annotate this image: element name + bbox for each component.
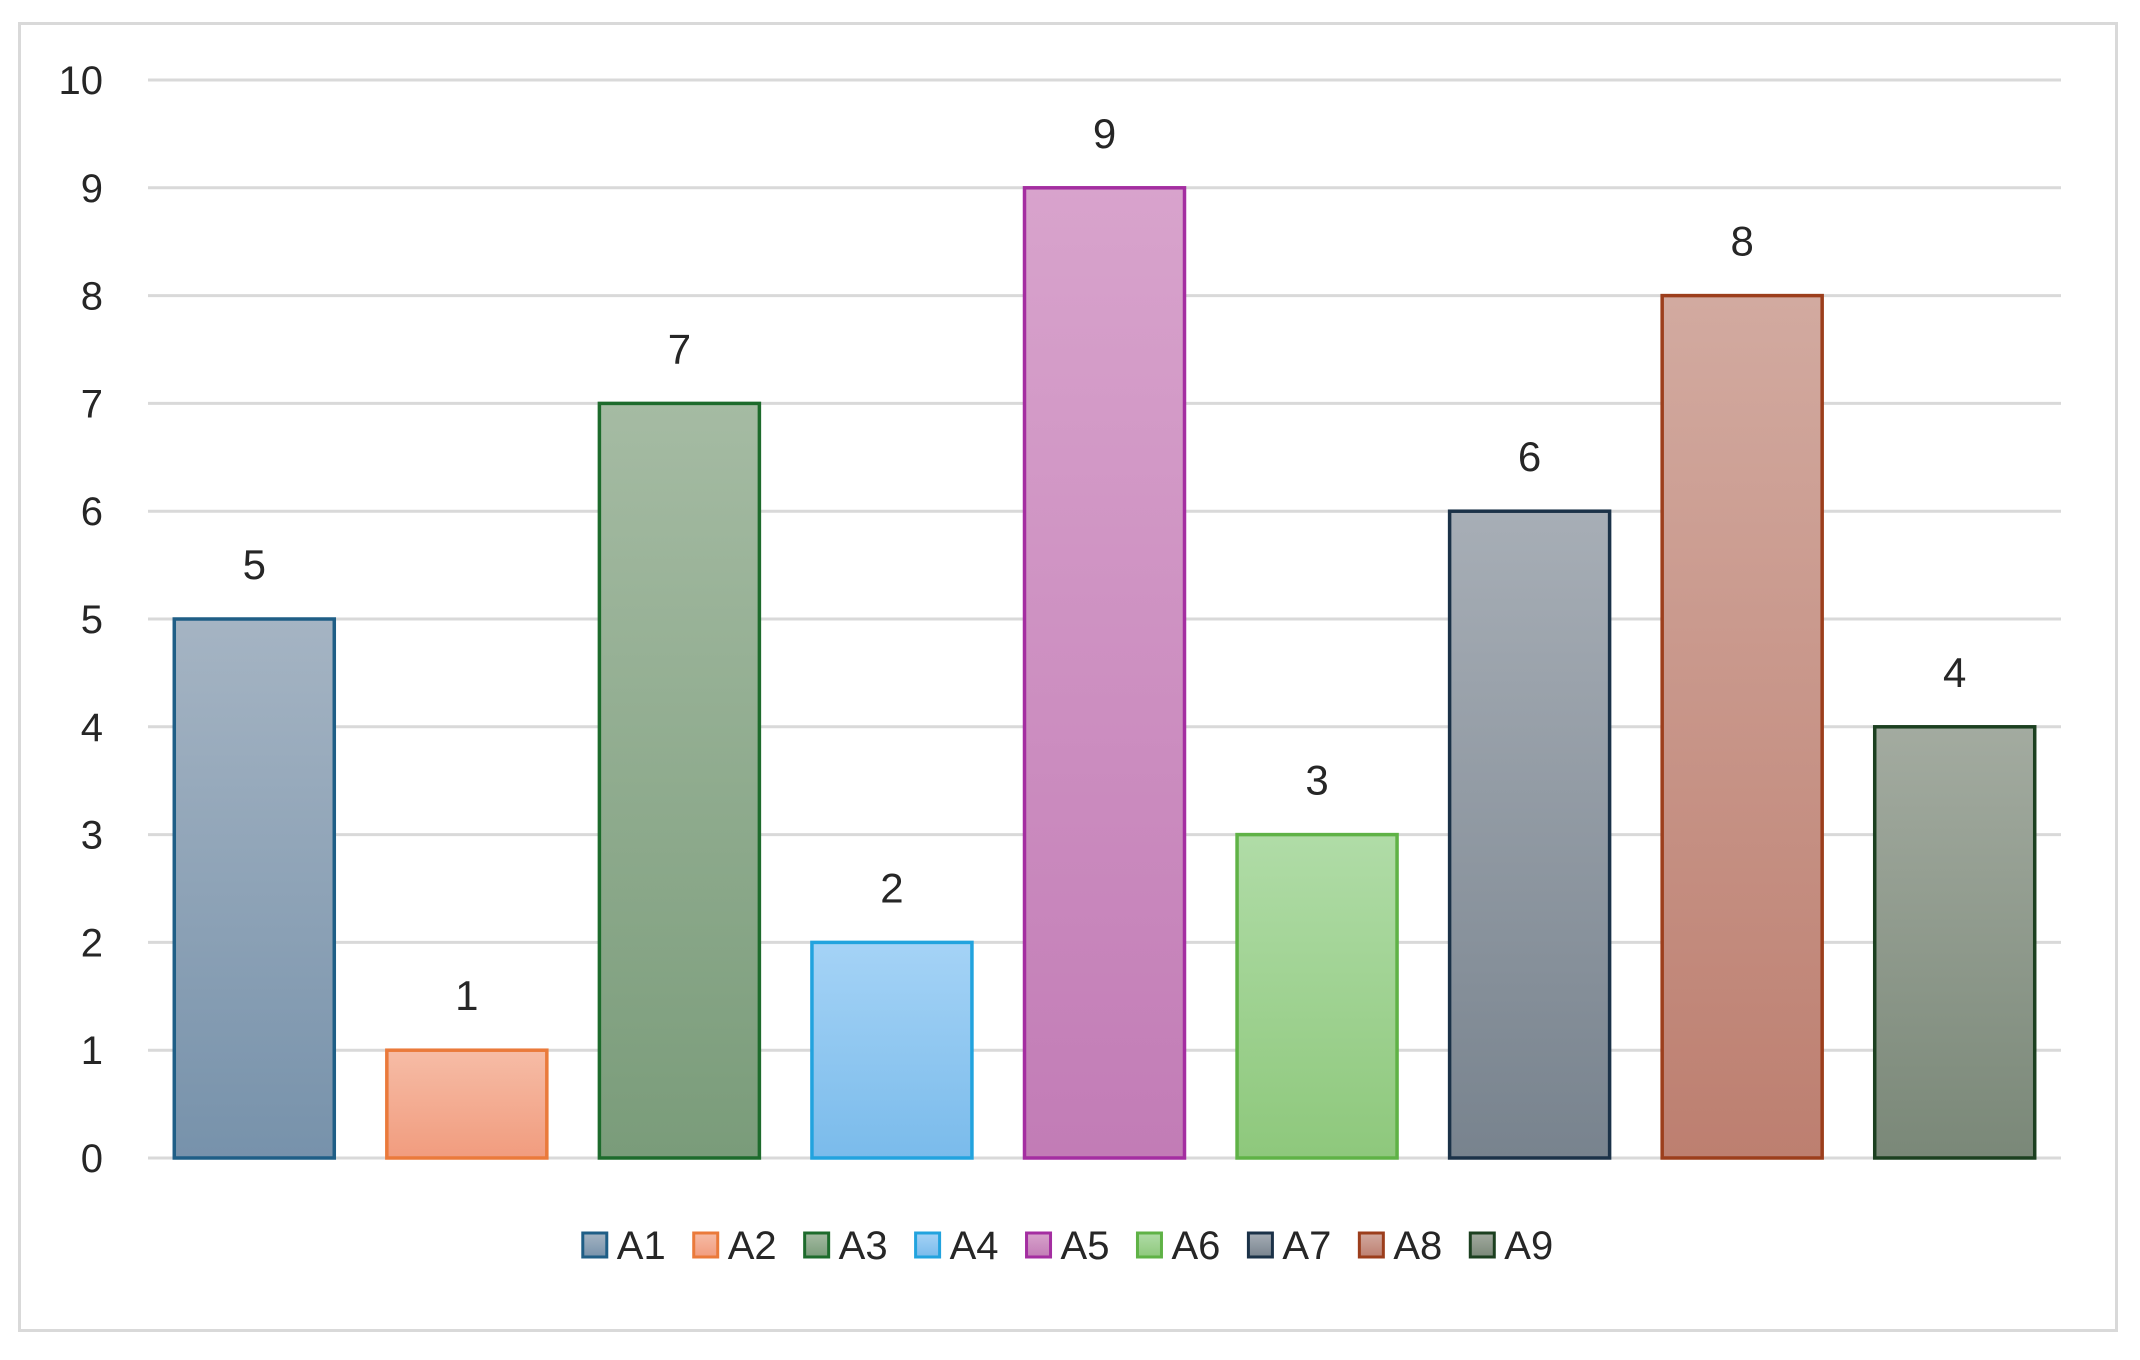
- legend-item-a8: A8: [1357, 1224, 1442, 1268]
- legend-swatch: [581, 1231, 609, 1259]
- legend-label: A4: [950, 1224, 999, 1268]
- y-tick-label: 4: [81, 706, 103, 750]
- legend-swatch: [692, 1231, 720, 1259]
- bar-a6: [1235, 832, 1399, 1160]
- legend-label: A1: [617, 1224, 666, 1268]
- data-label-a8: 8: [1730, 218, 1753, 265]
- bar-a3: [597, 401, 762, 1160]
- legend-item-a5: A5: [1025, 1224, 1110, 1268]
- data-label-a1: 5: [243, 541, 266, 588]
- legend: A1 A2 A3 A4 A5 A6 A7 A8 A9: [581, 1224, 1553, 1268]
- data-label-a9: 4: [1943, 649, 1966, 696]
- legend-item-a3: A3: [803, 1224, 888, 1268]
- bar-a2: [385, 1048, 549, 1160]
- data-labels: 5 1 7 2 9 3 6 8 4: [243, 110, 1967, 1019]
- data-label-a3: 7: [668, 325, 691, 372]
- y-tick-label: 9: [81, 167, 103, 211]
- data-label-a5: 9: [1093, 110, 1116, 157]
- legend-swatch: [1246, 1231, 1274, 1259]
- y-tick-label: 7: [81, 382, 103, 426]
- y-tick-label: 8: [81, 275, 103, 319]
- bar-a8: [1660, 293, 1824, 1160]
- legend-swatch: [803, 1231, 831, 1259]
- legend-label: A9: [1504, 1224, 1553, 1268]
- legend-swatch: [1025, 1231, 1053, 1259]
- legend-item-a7: A7: [1246, 1224, 1331, 1268]
- legend-label: A5: [1061, 1224, 1110, 1268]
- y-tick-label: 6: [81, 490, 103, 534]
- y-tick-label: 5: [81, 598, 103, 642]
- bar-a4: [810, 940, 974, 1160]
- legend-label: A7: [1282, 1224, 1331, 1268]
- legend-item-a4: A4: [914, 1224, 999, 1268]
- legend-label: A3: [839, 1224, 888, 1268]
- y-axis-tick-labels: 0 1 2 3 4 5 6 7 8 9 10: [59, 59, 104, 1181]
- bar-a1: [172, 617, 337, 1160]
- y-tick-label: 1: [81, 1029, 103, 1073]
- data-label-a2: 1: [455, 972, 478, 1019]
- data-label-a7: 6: [1518, 433, 1541, 480]
- bar-a7: [1447, 509, 1612, 1160]
- legend-label: A2: [728, 1224, 777, 1268]
- legend-swatch: [914, 1231, 942, 1259]
- legend-item-a6: A6: [1135, 1224, 1220, 1268]
- legend-item-a2: A2: [692, 1224, 777, 1268]
- y-tick-label: 0: [81, 1137, 103, 1181]
- legend-item-a9: A9: [1468, 1224, 1553, 1268]
- y-tick-label: 2: [81, 921, 103, 965]
- legend-swatch: [1468, 1231, 1496, 1259]
- y-tick-label: 10: [59, 59, 104, 103]
- legend-swatch: [1135, 1231, 1163, 1259]
- bars: [172, 186, 2037, 1160]
- data-label-a4: 2: [880, 864, 903, 911]
- bar-a9: [1872, 725, 2037, 1160]
- legend-label: A6: [1171, 1224, 1220, 1268]
- legend-label: A8: [1393, 1224, 1442, 1268]
- legend-item-a1: A1: [581, 1224, 666, 1268]
- legend-swatch: [1357, 1231, 1385, 1259]
- y-tick-label: 3: [81, 814, 103, 858]
- data-label-a6: 3: [1305, 757, 1328, 804]
- bar-a5: [1022, 186, 1187, 1160]
